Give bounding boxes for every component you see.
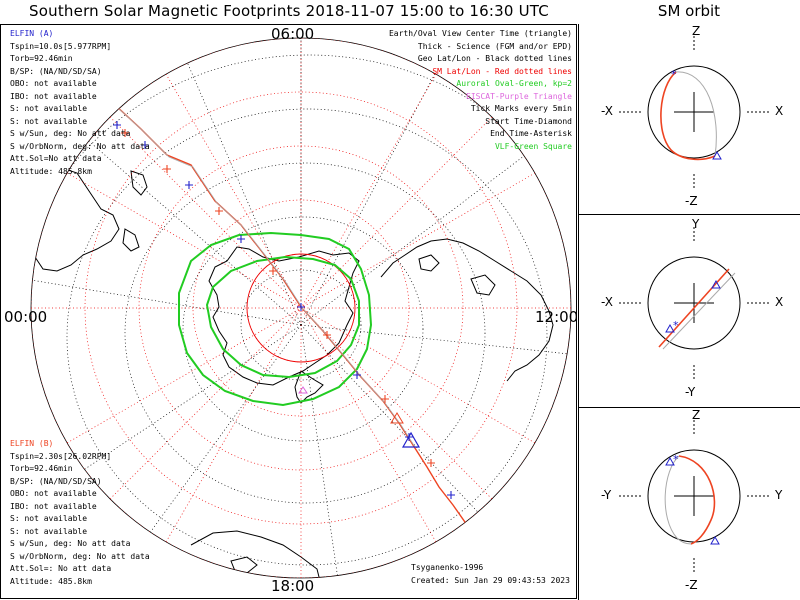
elfin-b-name: ELFIN (B) xyxy=(10,439,54,448)
elfin-a-line: B/SP: (NA/ND/SD/SA) xyxy=(10,66,102,76)
elfin-a-line: S: not available xyxy=(10,104,88,113)
elfin-b-line: IBO: not available xyxy=(10,501,97,511)
created-timestamp: Created: Sun Jan 29 09:43:53 2023 xyxy=(411,575,570,585)
legend-entry: Start Time-Diamond xyxy=(485,116,572,126)
legend-entry: EISCAT-Purple Triangle xyxy=(466,91,572,101)
elfin-b-line: B/SP: (NA/ND/SD/SA) xyxy=(10,476,102,486)
legend-entry: SM Lat/Lon - Red dotted lines xyxy=(432,66,572,76)
model-label: Tsyganenko-1996 xyxy=(411,563,484,572)
sm-orbit-panel-yz: * Z -Z -Y Y xyxy=(578,408,800,600)
end-asterisk-marker: * xyxy=(468,541,475,557)
elfin-a-line: OBO: not available xyxy=(10,79,97,88)
orbit3-left-axis: -Y xyxy=(601,488,612,502)
svg-text:*: * xyxy=(671,68,677,81)
hour-label-top: 06:00 xyxy=(271,25,315,43)
elfin-b-footprint-track xyxy=(114,104,476,548)
footprint-map-panel: * ELFIN (A) Tspin=10.0s[5.977RPM] Torb=9… xyxy=(0,24,577,599)
hour-label-bottom: 18:00 xyxy=(271,577,315,595)
orbit-plot-xy: * xyxy=(619,227,769,381)
elfin-a-footprint-track xyxy=(116,106,416,448)
orbit3-bottom-axis: -Z xyxy=(685,578,698,592)
elfin-a-line: S w/Sun, deg: No att data xyxy=(10,129,131,138)
legend-entry: Auroral Oval-Green, kp=2 xyxy=(456,79,572,88)
elfin-a-line: IBO: not available xyxy=(10,91,97,101)
orbit3-top-axis: Z xyxy=(692,408,701,422)
credits-block: Tsyganenko-1996 Created: Sun Jan 29 09:4… xyxy=(411,562,570,587)
elfin-a-line: Att.Sol=No att data xyxy=(10,154,102,163)
coastline-africa xyxy=(190,274,496,578)
eiscat-marker xyxy=(298,386,308,394)
legend-entry: Thick - Science (FGM and/or EPD) xyxy=(417,41,572,51)
coastline-antarctica xyxy=(208,246,360,404)
svg-text:*: * xyxy=(673,319,679,332)
view-center-triangle-b xyxy=(390,412,404,424)
elfin-a-info-block: ELFIN (A) Tspin=10.0s[5.977RPM] Torb=92.… xyxy=(10,28,150,178)
orbit1-bottom-axis: -Z xyxy=(685,194,698,208)
elfin-a-line: S w/OrbNorm, deg: No att data xyxy=(10,141,150,151)
map-legend: Earth/Oval View Center Time (triangle) T… xyxy=(389,28,572,153)
orbit2-right-axis: X xyxy=(775,295,784,309)
elfin-b-line: S w/Sun, deg: No att data xyxy=(10,539,131,548)
elfin-a-name: ELFIN (A) xyxy=(10,29,54,38)
elfin-a-line: Altitude: 485.8km xyxy=(10,166,92,176)
hour-label-right: 12:00 xyxy=(535,308,577,326)
polar-map: * xyxy=(30,37,572,579)
elfin-b-line: S: not available xyxy=(10,514,88,523)
elfin-b-tick-marks xyxy=(121,129,435,467)
elfin-b-line: Altitude: 485.8km xyxy=(10,576,92,586)
plot-title: Southern Solar Magnetic Footprints 2018-… xyxy=(29,2,549,20)
sm-orbit-panel-xz: * Z -Z -X X xyxy=(578,24,800,215)
orbit3-right-axis: Y xyxy=(775,488,783,502)
coastline-south-america xyxy=(380,238,554,382)
sm-orbit-title: SM orbit xyxy=(657,2,721,20)
elfin-b-line: S w/OrbNorm, deg: No att data xyxy=(10,551,150,561)
orbit1-top-axis: Z xyxy=(692,24,701,38)
elfin-a-line: Tspin=10.0s[5.977RPM] xyxy=(10,41,112,51)
legend-entry: Geo Lat/Lon - Black dotted lines xyxy=(417,54,572,63)
sm-orbit-panel-xy: * Y -Y -X X xyxy=(578,215,800,408)
orbit1-right-axis: X xyxy=(775,104,784,118)
elfin-a-line: S: not available xyxy=(10,116,88,126)
legend-entry: Tick Marks every 5min xyxy=(470,104,572,113)
orbit-plot-xz: * xyxy=(619,36,769,190)
hour-label-left: 00:00 xyxy=(4,308,48,326)
legend-entry: End Time-Asterisk xyxy=(490,129,572,138)
orbit2-left-axis: -X xyxy=(601,295,613,309)
auroral-oval xyxy=(178,231,373,407)
orbit1-left-axis: -X xyxy=(601,104,613,118)
elfin-b-line: OBO: not available xyxy=(10,489,97,498)
orbit2-bottom-axis: -Y xyxy=(685,385,696,399)
elfin-b-line: S: not available xyxy=(10,526,88,536)
orbit-plot-yz: * xyxy=(619,420,769,574)
legend-entry: Earth/Oval View Center Time (triangle) xyxy=(388,29,572,38)
elfin-b-info-block: ELFIN (B) Tspin=2.30s[26.02RPM] Torb=92.… xyxy=(10,438,150,588)
view-center-triangle-a xyxy=(401,431,421,448)
svg-text:*: * xyxy=(673,453,679,466)
sm-inner-circle xyxy=(246,253,356,363)
elfin-b-line: Att.Sol=: No att data xyxy=(10,564,112,573)
track-tick-marks xyxy=(113,121,477,549)
elfin-b-line: Tspin=2.30s[26.02RPM] xyxy=(10,451,112,461)
elfin-b-line: Torb=92.46min xyxy=(10,464,73,473)
elfin-a-line: Torb=92.46min xyxy=(10,54,73,63)
geo-latlon-grid xyxy=(31,38,571,578)
legend-entry: VLF-Green Square xyxy=(494,141,572,151)
orbit2-top-axis: Y xyxy=(692,217,700,231)
